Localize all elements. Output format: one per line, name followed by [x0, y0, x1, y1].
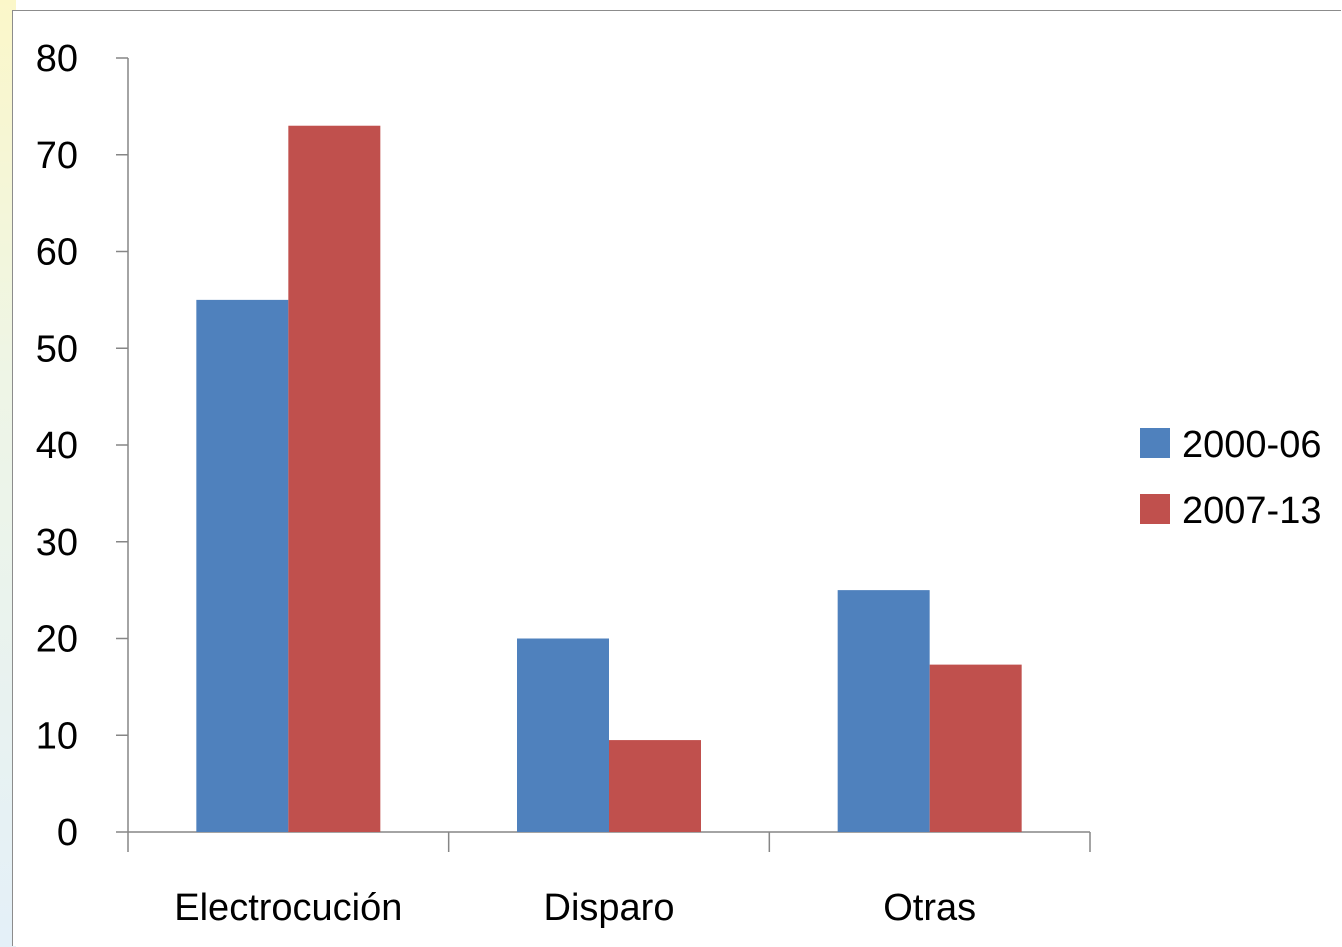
bar-2007-13-Otras — [929, 664, 1022, 832]
y-tick-labels: 0 10 20 30 40 50 60 70 80 — [36, 38, 78, 854]
y-tick-label: 20 — [36, 619, 78, 661]
bar-2000-06-Otras — [837, 590, 930, 832]
bar-2007-13-Electrocución — [288, 125, 381, 833]
y-tick-label: 30 — [36, 522, 78, 564]
legend-swatch — [1140, 428, 1170, 458]
legend-label: 2000-06 — [1182, 424, 1321, 466]
x-tick-label: Disparo — [544, 887, 675, 929]
y-tick-label: 0 — [57, 812, 78, 854]
x-tick-label: Electrocución — [174, 887, 402, 929]
y-tick-label: 80 — [36, 38, 78, 80]
y-tick-label: 70 — [36, 135, 78, 177]
bar-2000-06-Electrocución — [196, 299, 289, 832]
y-tick-label: 50 — [36, 328, 78, 370]
bar-2000-06-Disparo — [517, 638, 609, 832]
x-tick-labels: Electrocución Disparo Otras — [174, 887, 976, 929]
legend-swatch — [1140, 494, 1170, 524]
y-tick-label: 60 — [36, 232, 78, 274]
x-tick-label: Otras — [883, 887, 976, 929]
y-tick-label: 40 — [36, 425, 78, 467]
legend-label: 2007-13 — [1182, 490, 1321, 532]
bar-2007-13-Disparo — [609, 740, 701, 832]
legend: 2000-06 2007-13 — [1140, 424, 1321, 532]
y-tick-label: 10 — [36, 715, 78, 757]
bars — [196, 125, 1022, 833]
